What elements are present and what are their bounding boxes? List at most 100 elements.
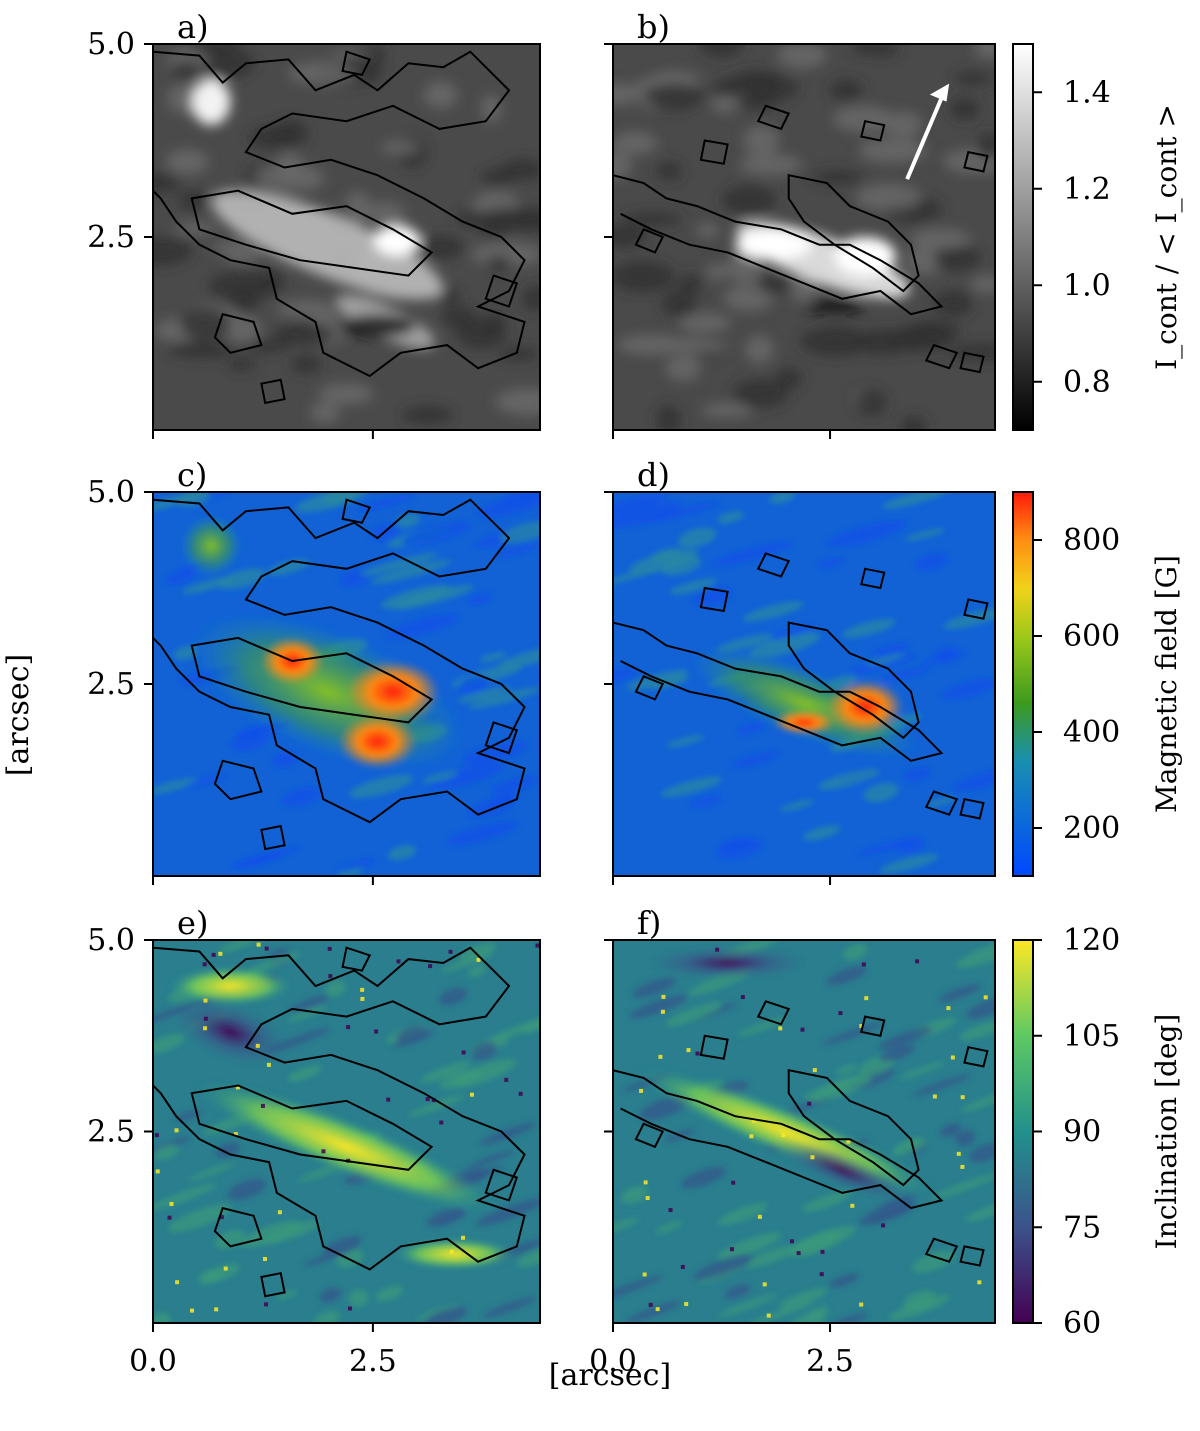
panel-label-c: c) bbox=[177, 456, 207, 494]
contour-a-0 bbox=[153, 50, 526, 378]
panels-group: 2.5 5.0 a) b) 0.8 1.0 1.2 1.4 I_cont / < I_cont … bbox=[87, 8, 1183, 1379]
ytick-label-a-0: 2.5 bbox=[87, 220, 135, 255]
contour-b-2 bbox=[756, 104, 791, 131]
ytick-label-a-1: 5.0 bbox=[87, 27, 135, 62]
colorbar-tick-label-f-0: 60 bbox=[1063, 1306, 1101, 1341]
xtick-label-f-0: 0.0 bbox=[589, 1344, 637, 1379]
colorbar-tick-label-f-1: 75 bbox=[1063, 1210, 1101, 1245]
contour-d-4 bbox=[699, 586, 729, 613]
contour-d-1 bbox=[787, 621, 920, 740]
colorbar-tick-label-d-2: 600 bbox=[1063, 619, 1120, 654]
contour-f-3 bbox=[860, 1015, 886, 1037]
contour-b-6 bbox=[634, 228, 665, 254]
panel-label-f: f) bbox=[637, 904, 661, 942]
colorbar-label-f: Inclination [deg] bbox=[1150, 1014, 1183, 1250]
contour-f-0 bbox=[613, 1069, 944, 1210]
panel-a: 2.5 5.0 a) bbox=[87, 8, 541, 439]
contour-f-7 bbox=[924, 1237, 959, 1263]
contour-d-6 bbox=[634, 675, 665, 701]
shared-xlabel: [arcsec] bbox=[549, 1358, 671, 1393]
contour-b-4 bbox=[699, 139, 729, 165]
contour-f-5 bbox=[963, 1046, 989, 1068]
heatmap-image-e bbox=[153, 940, 540, 1323]
contour-e-3 bbox=[260, 1272, 286, 1298]
panel-b: b) 0.8 1.0 1.2 1.4 I_cont / < I_cont > bbox=[604, 8, 1183, 439]
contour-d-2 bbox=[756, 552, 791, 578]
contour-c-5 bbox=[484, 721, 519, 755]
contour-c-2 bbox=[213, 759, 263, 801]
contour-a-3 bbox=[260, 378, 286, 405]
panel-label-e: e) bbox=[177, 904, 208, 942]
panel-d: d) 200 400 600 800 Magnetic field [G] bbox=[604, 456, 1183, 885]
colorbar-tick-label-f-2: 90 bbox=[1063, 1115, 1101, 1150]
contour-d-0 bbox=[613, 621, 944, 762]
contour-d-8 bbox=[959, 798, 985, 820]
direction-arrow bbox=[905, 83, 950, 180]
contour-e-0 bbox=[153, 946, 526, 1271]
ytick-label-e-0: 2.5 bbox=[87, 1115, 135, 1150]
contour-b-5 bbox=[963, 150, 989, 173]
contour-f-8 bbox=[959, 1245, 985, 1267]
colorbar-tick-label-d-0: 200 bbox=[1063, 811, 1120, 846]
contour-f-6 bbox=[634, 1122, 665, 1149]
contour-b-7 bbox=[924, 343, 959, 370]
heatmap-image-b bbox=[613, 44, 995, 430]
ytick-label-e-1: 5.0 bbox=[87, 923, 135, 958]
contour-b-3 bbox=[860, 120, 886, 142]
colorbar-tick-label-f-3: 105 bbox=[1063, 1019, 1120, 1054]
contour-c-3 bbox=[260, 824, 286, 851]
colorbar-f: 60 75 90 105 120 Inclination [deg] bbox=[1012, 923, 1183, 1341]
xtick-label-f-1: 2.5 bbox=[806, 1344, 854, 1379]
colorbar-tick-label-b-1: 1.0 bbox=[1063, 268, 1111, 303]
contour-lines-c bbox=[153, 498, 526, 851]
contour-d-7 bbox=[924, 790, 959, 816]
contour-a-5 bbox=[484, 274, 519, 308]
contour-a-4 bbox=[341, 50, 372, 77]
contour-e-2 bbox=[213, 1206, 263, 1248]
panel-label-b: b) bbox=[637, 8, 670, 46]
contour-d-3 bbox=[860, 567, 886, 590]
contour-e-4 bbox=[341, 946, 372, 972]
contour-a-1 bbox=[190, 189, 434, 277]
shared-ylabel: [arcsec] bbox=[1, 654, 36, 776]
panel-label-a: a) bbox=[177, 8, 209, 46]
contour-b-8 bbox=[959, 351, 985, 374]
colorbar-tick-label-b-0: 0.8 bbox=[1063, 365, 1111, 400]
panel-c: 2.5 5.0 c) bbox=[87, 456, 541, 885]
colorbar-b: 0.8 1.0 1.2 1.4 I_cont / < I_cont > bbox=[1012, 43, 1183, 431]
contour-c-4 bbox=[341, 498, 372, 524]
panel-f: 0.0 2.5 f) 60 75 90 105 120 Inclination [deg] bbox=[589, 904, 1183, 1379]
colorbar-d: 200 400 600 800 Magnetic field [G] bbox=[1012, 491, 1183, 877]
ytick-label-c-0: 2.5 bbox=[87, 667, 135, 702]
contour-f-4 bbox=[699, 1034, 729, 1060]
contour-c-1 bbox=[190, 636, 434, 724]
contour-f-2 bbox=[756, 1000, 791, 1026]
contour-e-1 bbox=[190, 1084, 434, 1171]
colorbar-label-d: Magnetic field [G] bbox=[1150, 555, 1183, 813]
panel-label-d: d) bbox=[637, 456, 670, 494]
colorbar-tick-label-b-2: 1.2 bbox=[1063, 172, 1111, 207]
colorbar-tick-label-d-1: 400 bbox=[1063, 715, 1120, 750]
contour-b-1 bbox=[787, 173, 920, 293]
heatmap-image-c bbox=[153, 492, 540, 876]
heatmap-image-a bbox=[153, 44, 540, 430]
contour-a-2 bbox=[213, 313, 263, 354]
xtick-label-e-1: 2.5 bbox=[349, 1344, 397, 1379]
contour-d-5 bbox=[963, 598, 989, 620]
colorbar-tick-label-b-3: 1.4 bbox=[1063, 75, 1111, 110]
contour-lines-f bbox=[613, 1000, 989, 1267]
contour-b-0 bbox=[613, 174, 944, 316]
colorbar-tick-label-d-3: 800 bbox=[1063, 523, 1120, 558]
heatmap-image-f bbox=[613, 940, 995, 1323]
contour-f-1 bbox=[787, 1068, 920, 1187]
heatmap-image-d bbox=[613, 492, 995, 876]
ytick-label-c-1: 5.0 bbox=[87, 475, 135, 510]
contour-e-5 bbox=[484, 1168, 519, 1202]
contour-c-0 bbox=[153, 498, 526, 824]
panel-e: 0.0 2.5 2.5 5.0 e) bbox=[87, 904, 541, 1379]
contour-lines-a bbox=[153, 50, 526, 405]
contour-lines-b bbox=[613, 104, 989, 374]
colorbar-label-b: I_cont / < I_cont > bbox=[1150, 104, 1183, 370]
contour-lines-d bbox=[613, 552, 989, 820]
